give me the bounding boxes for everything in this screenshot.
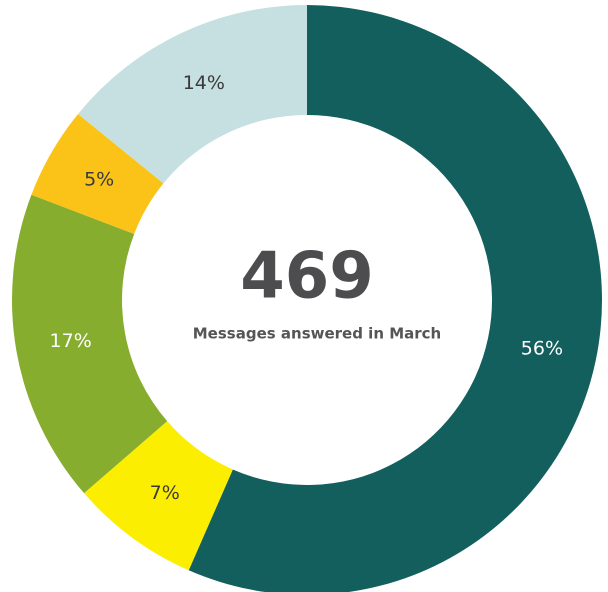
donut-segment bbox=[84, 421, 233, 571]
center-caption: Messages answered in March bbox=[193, 325, 442, 343]
donut-segment bbox=[12, 194, 168, 494]
donut-segment bbox=[78, 5, 307, 184]
segment-label: 14% bbox=[183, 72, 225, 94]
segment-label: 5% bbox=[84, 169, 114, 191]
segment-label: 7% bbox=[150, 482, 180, 504]
segment-label: 17% bbox=[50, 330, 92, 352]
donut-segment bbox=[188, 5, 602, 592]
segment-label: 56% bbox=[521, 338, 563, 360]
center-value: 469 bbox=[240, 240, 374, 314]
donut-segment bbox=[31, 113, 164, 234]
